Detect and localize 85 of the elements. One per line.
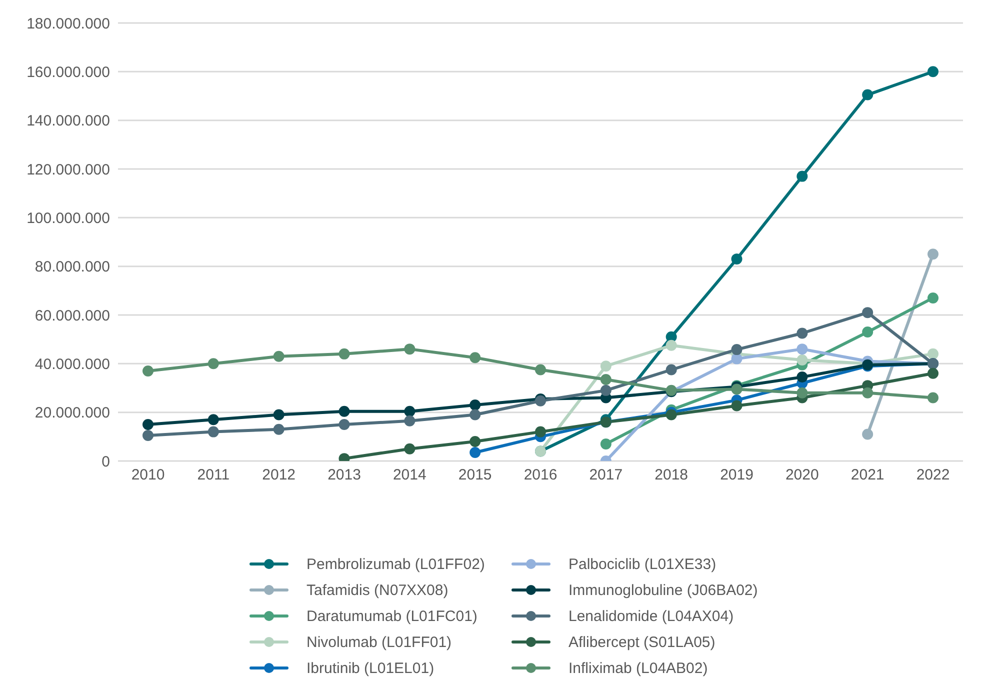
point [404, 443, 416, 454]
legend-label: Pembrolizumab (L01FF02) [306, 556, 485, 572]
legend-label: Tafamidis (N07XX08) [306, 582, 448, 598]
point [928, 66, 938, 78]
point [928, 392, 938, 404]
point [338, 419, 350, 430]
x-tick-label: 2016 [524, 466, 558, 484]
y-tick-label: 80.000.000 [34, 258, 110, 276]
point [796, 170, 808, 182]
legend-label: Lenalidomide (L04AX04) [568, 608, 734, 624]
x-tick-label: 2022 [916, 466, 950, 484]
point [535, 364, 546, 376]
x-tick-label: 2011 [197, 466, 230, 484]
point [796, 328, 808, 339]
legend-label: Nivolumab (L01FF01) [306, 634, 452, 650]
point [928, 292, 938, 304]
point [600, 384, 612, 396]
point [796, 344, 808, 355]
point [404, 415, 416, 426]
point [535, 426, 546, 438]
point [600, 360, 612, 372]
point [273, 424, 284, 435]
point [338, 406, 350, 417]
point [208, 426, 219, 438]
legend-label: Daratumumab (L01FC01) [306, 608, 478, 624]
point [928, 348, 938, 360]
point [731, 344, 742, 356]
point [731, 400, 742, 412]
y-tick-label: 100.000.000 [26, 210, 110, 227]
x-tick-label: 2012 [262, 466, 296, 484]
point [666, 409, 677, 420]
point [600, 438, 612, 450]
point [273, 409, 284, 420]
legend-label: Immunoglobuline (J06BA02) [568, 582, 758, 598]
y-tick-label: 20.000.000 [34, 404, 110, 422]
point [928, 368, 938, 379]
point [208, 414, 219, 426]
x-tick-label: 2014 [392, 466, 426, 484]
point [142, 365, 154, 376]
point [338, 348, 350, 360]
x-tick-label: 2013 [328, 466, 361, 484]
point [470, 400, 481, 411]
point [862, 428, 874, 440]
point [470, 436, 481, 448]
point [142, 430, 154, 441]
x-tick-label: 2015 [458, 466, 492, 484]
y-tick-label: 160.000.000 [26, 64, 110, 81]
point [862, 307, 874, 318]
legend-label: Infliximab (L04AB02) [568, 660, 708, 676]
point [404, 406, 416, 417]
legend-label: Palbociclib (L01XE33) [568, 556, 716, 572]
point [208, 358, 219, 370]
x-tick-label: 2010 [131, 466, 165, 484]
point [796, 372, 808, 383]
point [666, 364, 677, 376]
y-tick-label: 40.000.000 [34, 356, 110, 373]
x-tick-label: 2019 [720, 466, 754, 484]
point [470, 446, 481, 458]
x-tick-label: 2017 [589, 466, 623, 484]
point [862, 326, 874, 338]
point [731, 353, 742, 364]
point [404, 344, 416, 355]
x-tick-label: 2018 [654, 466, 688, 484]
y-tick-label: 60.000.000 [34, 307, 110, 324]
point [928, 248, 938, 260]
point [600, 374, 612, 385]
y-tick-label: 0 [102, 453, 110, 470]
y-tick-label: 140.000.000 [26, 112, 110, 130]
point [862, 89, 874, 100]
point [142, 419, 154, 430]
point [666, 340, 677, 351]
legend-label: Aflibercept (S01LA05) [568, 634, 716, 650]
point [731, 254, 742, 265]
legend-label: Ibrutinib (L01EL01) [306, 660, 434, 676]
point [470, 352, 481, 364]
x-tick-label: 2021 [850, 466, 884, 484]
y-tick-label: 120.000.000 [26, 161, 110, 178]
point [470, 409, 481, 420]
point [862, 387, 874, 398]
point [796, 354, 808, 366]
x-tick-label: 2020 [785, 466, 819, 484]
point [273, 350, 284, 362]
point [731, 384, 742, 395]
point [796, 387, 808, 398]
y-tick-label: 180.000.000 [26, 15, 110, 32]
